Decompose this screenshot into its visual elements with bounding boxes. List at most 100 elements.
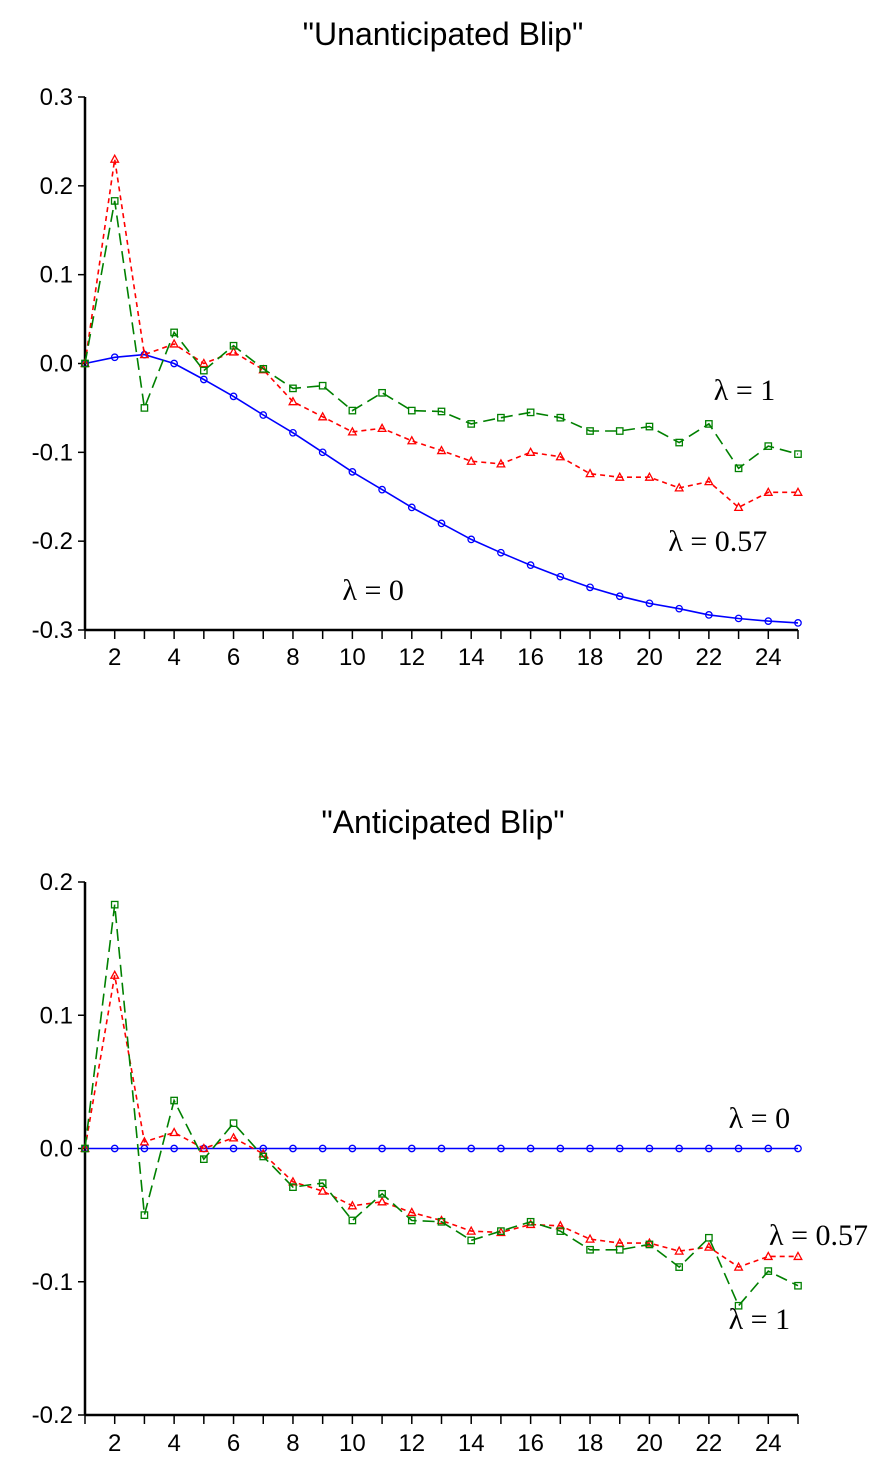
data-point bbox=[794, 1281, 802, 1290]
data-point bbox=[81, 359, 89, 368]
data-point bbox=[259, 1152, 268, 1161]
data-point bbox=[378, 1144, 386, 1153]
data-point bbox=[466, 455, 477, 465]
x-tick-label: 12 bbox=[398, 644, 425, 671]
data-point bbox=[793, 1251, 803, 1261]
data-point bbox=[199, 1155, 208, 1164]
data-point bbox=[288, 1176, 298, 1186]
data-point bbox=[525, 446, 536, 456]
data-point bbox=[288, 396, 298, 406]
data-point bbox=[170, 1096, 178, 1105]
data-point bbox=[585, 1233, 595, 1243]
x-tick-label: 22 bbox=[696, 644, 723, 671]
x-tick-label: 10 bbox=[339, 644, 366, 671]
data-point bbox=[734, 1301, 743, 1310]
data-point bbox=[259, 411, 268, 419]
data-point bbox=[615, 427, 624, 435]
data-point bbox=[437, 407, 446, 416]
data-point bbox=[318, 448, 327, 457]
data-point bbox=[348, 468, 357, 476]
data-point bbox=[793, 486, 803, 496]
data-point bbox=[467, 1236, 476, 1245]
lambda-annotation: λ = 0 bbox=[342, 574, 403, 607]
y-tick-label: 0.2 bbox=[40, 173, 73, 200]
data-point bbox=[81, 1144, 89, 1153]
data-point bbox=[644, 1237, 655, 1247]
data-point bbox=[110, 900, 119, 909]
data-point bbox=[615, 1245, 624, 1254]
x-tick-label: 4 bbox=[167, 1430, 180, 1457]
data-point bbox=[645, 1240, 654, 1249]
series-line bbox=[84, 975, 798, 1268]
data-point bbox=[703, 1241, 714, 1251]
data-point bbox=[467, 1144, 476, 1153]
data-point bbox=[109, 969, 120, 979]
data-point bbox=[140, 1211, 149, 1219]
data-point bbox=[467, 420, 476, 428]
x-tick-label: 2 bbox=[108, 1430, 121, 1457]
y-tick-label: 0.1 bbox=[40, 262, 73, 289]
x-tick-label: 20 bbox=[636, 1430, 663, 1457]
lambda-annotation: λ = 1 bbox=[714, 374, 775, 407]
data-point bbox=[318, 1179, 327, 1187]
data-point bbox=[703, 476, 714, 486]
data-point bbox=[556, 1227, 565, 1235]
x-tick-label: 10 bbox=[339, 1430, 366, 1457]
series-line bbox=[84, 200, 799, 470]
lambda-annotation: λ = 0 bbox=[729, 1102, 790, 1135]
data-point bbox=[764, 442, 773, 450]
x-tick-label: 8 bbox=[286, 644, 299, 671]
data-point bbox=[733, 502, 744, 512]
data-point bbox=[199, 366, 208, 375]
data-point bbox=[734, 1144, 743, 1153]
data-point bbox=[110, 197, 119, 205]
data-point bbox=[378, 388, 386, 397]
x-tick-label: 16 bbox=[517, 1430, 544, 1457]
data-point bbox=[675, 1263, 684, 1271]
data-point bbox=[645, 1144, 654, 1153]
data-point bbox=[318, 1144, 327, 1153]
data-point bbox=[406, 435, 417, 445]
data-point bbox=[378, 485, 386, 494]
data-point bbox=[794, 619, 802, 627]
data-point bbox=[555, 1220, 566, 1230]
data-point bbox=[733, 1261, 744, 1271]
data-point bbox=[348, 1144, 357, 1153]
series-line bbox=[84, 904, 799, 1308]
data-point bbox=[794, 1144, 802, 1153]
y-tick-label: 0.1 bbox=[40, 1002, 73, 1029]
data-point bbox=[764, 1267, 773, 1275]
data-point bbox=[586, 583, 594, 592]
data-point bbox=[347, 1200, 358, 1210]
x-tick-label: 8 bbox=[286, 1430, 299, 1457]
data-point bbox=[259, 1144, 268, 1153]
x-tick-label: 4 bbox=[167, 644, 180, 671]
data-point bbox=[705, 1144, 713, 1153]
y-tick-label: 0.0 bbox=[40, 351, 73, 378]
data-point bbox=[229, 1144, 238, 1153]
data-point bbox=[437, 519, 446, 528]
data-point bbox=[229, 392, 238, 401]
chart-anticipated-blip: "Anticipated Blip"0.20.10.0-0.1-0.22 4 6 8 1… bbox=[32, 804, 868, 1457]
data-point bbox=[615, 592, 624, 601]
data-point bbox=[198, 1143, 209, 1153]
lambda-annotation: λ = 0.57 bbox=[668, 525, 767, 558]
data-point bbox=[229, 1119, 238, 1128]
data-point bbox=[259, 364, 268, 373]
data-point bbox=[170, 328, 178, 337]
data-point bbox=[289, 384, 297, 393]
data-point bbox=[497, 413, 505, 422]
data-point bbox=[614, 471, 625, 481]
y-tick-label: 0.3 bbox=[40, 84, 73, 111]
data-point bbox=[705, 420, 713, 428]
data-point bbox=[377, 1196, 387, 1206]
data-point bbox=[406, 1207, 417, 1217]
data-point bbox=[109, 153, 120, 163]
data-point bbox=[497, 1227, 505, 1235]
data-point bbox=[526, 1217, 535, 1226]
data-point bbox=[289, 428, 297, 437]
data-point bbox=[436, 445, 447, 455]
data-point bbox=[317, 1185, 328, 1195]
chart-unanticipated-blip: "Unanticipated Blip" 0.3 0.2 0.1 0.0 -0.1 -0.2… bbox=[32, 16, 803, 671]
data-point bbox=[586, 1144, 594, 1153]
